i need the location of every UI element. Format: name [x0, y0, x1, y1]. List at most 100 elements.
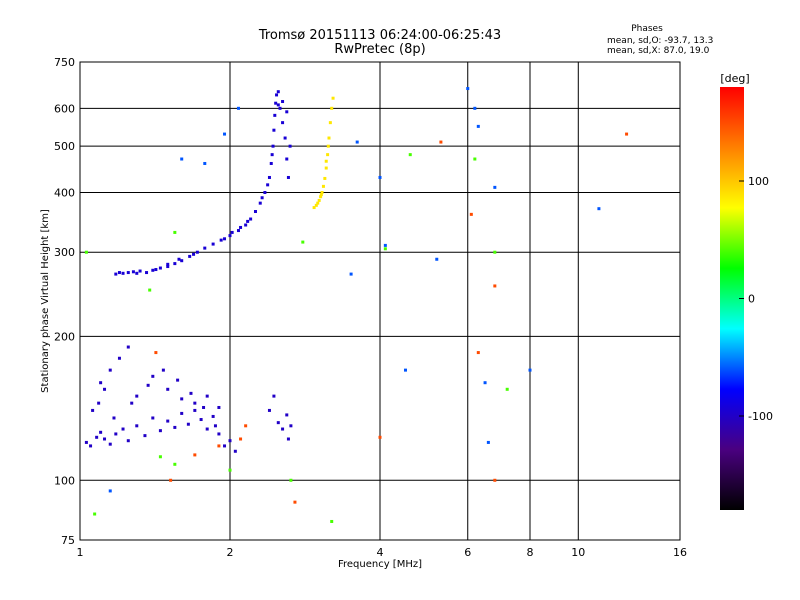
echo-point	[203, 246, 207, 250]
echo-point	[281, 427, 285, 431]
echo-point	[528, 368, 532, 372]
echo-point	[476, 124, 480, 128]
echo-point	[126, 271, 130, 275]
echo-point	[258, 201, 262, 205]
echo-point	[330, 519, 334, 523]
echo-point	[99, 381, 103, 385]
echo-point	[266, 183, 270, 187]
echo-point	[314, 203, 318, 207]
echo-point	[180, 157, 184, 161]
echo-point	[378, 435, 382, 439]
echo-point	[131, 270, 135, 274]
x-tick-label: 1	[77, 546, 84, 559]
echo-point	[473, 157, 477, 161]
echo-point	[97, 401, 101, 405]
echo-point	[355, 140, 359, 144]
echo-point	[121, 427, 125, 431]
echo-point	[320, 190, 324, 194]
echo-point	[166, 387, 170, 391]
echo-point	[173, 425, 177, 429]
echo-point	[177, 257, 181, 261]
echo-point	[312, 206, 316, 210]
echo-point	[281, 121, 285, 125]
echo-point	[217, 444, 221, 448]
x-tick-label: 16	[673, 546, 687, 559]
echo-point	[273, 113, 277, 117]
echo-point	[403, 368, 407, 372]
echo-point	[103, 437, 107, 441]
echo-point	[205, 394, 209, 398]
echo-point	[263, 190, 267, 194]
echo-point	[239, 225, 243, 229]
echo-point	[103, 387, 107, 391]
echo-point	[244, 424, 248, 428]
echo-point	[169, 478, 173, 482]
echo-point	[154, 268, 158, 272]
echo-point	[114, 432, 118, 436]
echo-point	[213, 424, 217, 428]
echo-point	[166, 419, 170, 423]
chart-title-line2: RwPretec (8p)	[334, 42, 425, 57]
colorbar-tick-label: 0	[748, 293, 755, 306]
echo-point	[324, 166, 328, 170]
echo-point	[267, 175, 271, 179]
echo-point	[278, 106, 282, 110]
echo-point	[253, 210, 257, 214]
echo-point	[469, 212, 473, 216]
echo-point	[95, 435, 99, 439]
echo-point	[316, 201, 320, 205]
echo-point	[158, 429, 162, 433]
echo-point	[283, 136, 287, 140]
echo-point	[476, 351, 480, 355]
echo-point	[108, 368, 112, 372]
echo-point	[166, 265, 170, 269]
echo-point	[158, 266, 162, 270]
echo-point	[84, 440, 88, 444]
chart-title-line1: Tromsø 20151113 06:24:00-06:25:43	[258, 28, 501, 43]
echo-point	[173, 462, 177, 466]
echo-point	[493, 478, 497, 482]
echo-point	[151, 416, 155, 420]
x-tick-label: 8	[527, 546, 534, 559]
echo-point	[193, 401, 197, 405]
echo-point	[203, 161, 207, 165]
y-tick-labels: 75 100 200 300 400 500 600 750	[54, 56, 75, 547]
echo-point	[275, 93, 279, 97]
echo-point	[112, 416, 116, 420]
echo-point	[236, 106, 240, 110]
echo-point	[148, 288, 152, 292]
x-tick-label: 2	[227, 546, 234, 559]
echo-point	[326, 153, 330, 157]
echo-point	[281, 100, 285, 104]
echo-point	[223, 237, 227, 241]
echo-point	[439, 140, 443, 144]
echo-point	[272, 128, 276, 132]
x-tick-label: 6	[464, 546, 471, 559]
echo-point	[272, 394, 276, 398]
echo-point	[233, 449, 237, 453]
echo-point	[317, 198, 321, 202]
y-tick-label: 200	[54, 330, 75, 343]
phases-note-o-mode: mean, sd,O: -93.7, 13.3	[607, 36, 713, 46]
echo-point	[205, 427, 209, 431]
echo-point	[135, 424, 139, 428]
echo-point	[158, 455, 162, 459]
echo-point	[151, 268, 155, 272]
echo-point	[211, 242, 215, 246]
echo-point	[301, 240, 305, 244]
echo-point	[383, 247, 387, 251]
echo-point	[249, 217, 253, 221]
x-tick-labels: 1 2 4 6 8 10 16	[77, 546, 688, 559]
echo-point	[486, 440, 490, 444]
echo-point	[180, 411, 184, 415]
echo-point	[285, 413, 289, 417]
x-tick-label: 10	[571, 546, 585, 559]
plot-frame	[79, 61, 681, 541]
echo-point	[84, 250, 88, 254]
echo-point	[130, 401, 134, 405]
echo-points	[84, 87, 629, 523]
echo-point	[138, 269, 142, 273]
echo-point	[408, 153, 412, 157]
echo-point	[330, 106, 334, 110]
